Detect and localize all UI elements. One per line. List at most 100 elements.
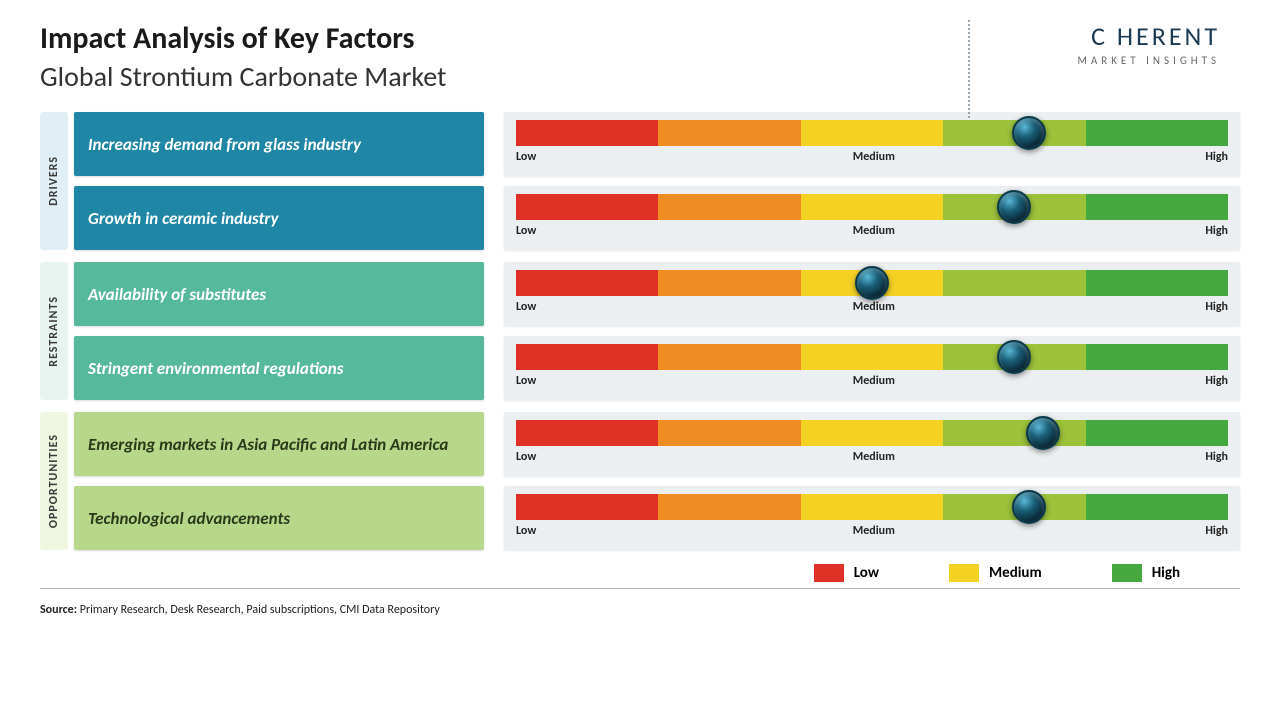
gauge-label-high: High xyxy=(1205,524,1228,538)
legend-label: Medium xyxy=(989,564,1042,582)
gauge-segment xyxy=(658,344,800,370)
gauge-segment xyxy=(801,494,943,520)
gauge-segment xyxy=(516,270,658,296)
gauge-segment xyxy=(801,120,943,146)
gauge-segment xyxy=(658,270,800,296)
impact-gauge: Low Medium High xyxy=(504,262,1240,326)
logo-tagline: MARKET INSIGHTS xyxy=(1077,54,1220,67)
legend-item: Medium xyxy=(949,564,1042,582)
category-tab-drivers: DRIVERS xyxy=(40,112,68,250)
groups-list: DRIVERS Increasing demand from glass indu… xyxy=(40,112,1240,550)
factor-label: Increasing demand from glass industry xyxy=(74,112,484,176)
page-title: Impact Analysis of Key Factors xyxy=(40,20,446,57)
gauge-bar xyxy=(516,270,1228,296)
legend-label: Low xyxy=(854,564,879,582)
gauge-label-high: High xyxy=(1205,450,1228,464)
titles: Impact Analysis of Key Factors Global St… xyxy=(40,20,446,94)
factor-row: Technological advancements Low Medium High xyxy=(74,486,1240,550)
gauge-label-low: Low xyxy=(516,524,536,538)
category-tab-restraints: RESTRAINTS xyxy=(40,262,68,400)
factor-label: Stringent environmental regulations xyxy=(74,336,484,400)
gauge-marker xyxy=(1012,116,1046,150)
factor-row: Growth in ceramic industry Low Medium High xyxy=(74,186,1240,250)
factor-row: Emerging markets in Asia Pacific and Lat… xyxy=(74,412,1240,476)
gauge-labels: LowMediumHigh xyxy=(516,150,1228,164)
gauge-label-medium: Medium xyxy=(853,374,895,388)
source-prefix: Source: xyxy=(40,603,77,617)
legend-label: High xyxy=(1152,564,1180,582)
gauge-segment xyxy=(1086,494,1228,520)
gauge-segment xyxy=(943,270,1085,296)
header: Impact Analysis of Key Factors Global St… xyxy=(40,20,1240,94)
impact-gauge: Low Medium High xyxy=(504,186,1240,250)
gauge-label-medium: Medium xyxy=(853,524,895,538)
legend-item: High xyxy=(1112,564,1180,582)
gauge-segment xyxy=(801,420,943,446)
gauge-marker xyxy=(997,190,1031,224)
gauge-label-low: Low xyxy=(516,300,536,314)
group-drivers: DRIVERS Increasing demand from glass indu… xyxy=(40,112,1240,250)
gauge-segment xyxy=(658,120,800,146)
logo-name: C HERENT xyxy=(1077,20,1220,52)
gauge-bar xyxy=(516,194,1228,220)
gauge-label-medium: Medium xyxy=(853,224,895,238)
legend-swatch xyxy=(814,564,844,582)
gauge-segment xyxy=(516,494,658,520)
gauge-label-low: Low xyxy=(516,224,536,238)
gauge-marker xyxy=(1026,416,1060,450)
gauge-label-high: High xyxy=(1205,224,1228,238)
gauge-segment xyxy=(658,494,800,520)
gauge-segment xyxy=(1086,194,1228,220)
gauge-segment xyxy=(943,420,1085,446)
impact-gauge: LowMediumHigh xyxy=(504,112,1240,176)
gauge-bar xyxy=(516,120,1228,146)
gauge-label-high: High xyxy=(1205,374,1228,388)
factor-label: Growth in ceramic industry xyxy=(74,186,484,250)
page-container: Impact Analysis of Key Factors Global St… xyxy=(0,0,1280,627)
factor-row: Availability of substitutes Low Medium High xyxy=(74,262,1240,326)
gauge-marker xyxy=(855,266,889,300)
gauge-labels: Low Medium High xyxy=(516,300,1228,314)
gauge-segment xyxy=(801,194,943,220)
legend-swatch xyxy=(1112,564,1142,582)
factor-row: Increasing demand from glass industry Low… xyxy=(74,112,1240,176)
gauge-segment xyxy=(1086,420,1228,446)
factor-row: Stringent environmental regulationsLowMe… xyxy=(74,336,1240,400)
category-tab-label: RESTRAINTS xyxy=(47,296,61,367)
gauge-label-high: High xyxy=(1205,150,1228,164)
brand-logo: C HERENT MARKET INSIGHTS xyxy=(1077,20,1240,67)
rows: Availability of substitutes Low Medium High… xyxy=(74,262,1240,400)
impact-gauge: LowMediumHigh xyxy=(504,336,1240,400)
impact-gauge: Low Medium High xyxy=(504,412,1240,476)
gauge-labels: Low Medium High xyxy=(516,524,1228,538)
gauge-label-medium: Medium xyxy=(853,300,895,314)
header-divider xyxy=(968,20,970,130)
gauge-segment xyxy=(516,344,658,370)
gauge-segment xyxy=(1086,270,1228,296)
group-opportunities: OPPORTUNITIES Emerging markets in Asia Pa… xyxy=(40,412,1240,550)
gauge-label-high: High xyxy=(1205,300,1228,314)
legend: Low Medium High xyxy=(40,564,1240,589)
gauge-segment xyxy=(1086,344,1228,370)
gauge-segment xyxy=(658,194,800,220)
gauge-labels: Low Medium High xyxy=(516,450,1228,464)
impact-gauge: Low Medium High xyxy=(504,486,1240,550)
gauge-segment xyxy=(516,120,658,146)
gauge-label-low: Low xyxy=(516,450,536,464)
gauge-segment xyxy=(658,420,800,446)
factor-label: Availability of substitutes xyxy=(74,262,484,326)
gauge-segment xyxy=(516,194,658,220)
page-subtitle: Global Strontium Carbonate Market xyxy=(40,59,446,94)
gauge-label-low: Low xyxy=(516,150,536,164)
gauge-labels: LowMediumHigh xyxy=(516,374,1228,388)
rows: Increasing demand from glass industry Low… xyxy=(74,112,1240,250)
category-tab-label: OPPORTUNITIES xyxy=(47,434,61,528)
factor-label: Technological advancements xyxy=(74,486,484,550)
category-tab-label: DRIVERS xyxy=(47,156,61,206)
legend-swatch xyxy=(949,564,979,582)
group-restraints: RESTRAINTS Availability of substitutes Low… xyxy=(40,262,1240,400)
rows: Emerging markets in Asia Pacific and Lat… xyxy=(74,412,1240,550)
gauge-segment xyxy=(1086,120,1228,146)
gauge-bar xyxy=(516,344,1228,370)
gauge-label-medium: Medium xyxy=(853,450,895,464)
